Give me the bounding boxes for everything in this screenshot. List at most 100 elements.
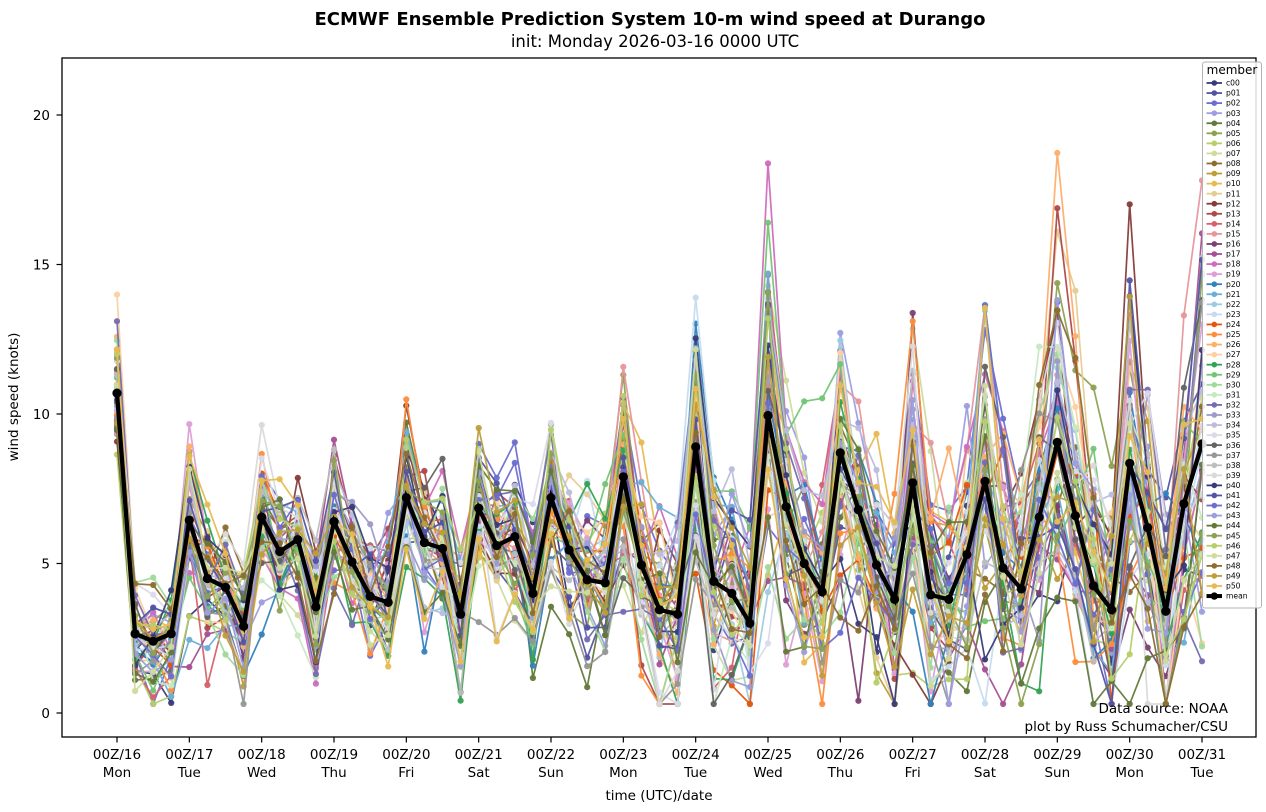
member-marker [1180, 312, 1187, 319]
member-marker [1108, 630, 1115, 637]
member-marker [150, 604, 157, 611]
member-marker [367, 616, 374, 623]
legend-marker-sample [1211, 553, 1218, 559]
member-marker [584, 684, 591, 691]
member-marker [403, 396, 410, 403]
legend-entry-p16: p16 [1206, 240, 1241, 249]
member-marker [1126, 420, 1133, 427]
member-marker [1072, 580, 1079, 587]
mean-marker [835, 448, 845, 458]
member-marker [909, 586, 916, 593]
member-marker [547, 426, 555, 433]
mean-marker [618, 472, 628, 482]
member-marker [439, 584, 446, 591]
member-marker [584, 540, 591, 547]
y-tick-label: 10 [33, 407, 50, 423]
member-marker [529, 610, 537, 617]
member-marker [150, 668, 157, 675]
member-marker [1054, 469, 1061, 476]
legend-marker-sample [1211, 130, 1218, 137]
member-marker [403, 468, 410, 475]
legend-entry-p31: p31 [1206, 390, 1241, 399]
mean-marker [202, 573, 212, 584]
member-marker [276, 496, 283, 503]
member-marker [1054, 387, 1061, 394]
member-marker [1036, 496, 1043, 503]
member-marker [258, 477, 265, 484]
member-marker [819, 700, 826, 708]
legend-entry-label: p44 [1226, 521, 1241, 530]
member-marker [674, 659, 681, 666]
member-marker [656, 570, 663, 577]
legend-entry-label: p34 [1226, 421, 1241, 430]
legend-entry-c00: c00 [1206, 79, 1240, 88]
legend-marker-sample [1211, 472, 1218, 479]
member-marker [547, 583, 555, 590]
x-tick-label-utc: 00Z/29 [1033, 747, 1081, 763]
member-marker [168, 656, 175, 663]
mean-marker [166, 629, 176, 639]
member-marker [1144, 489, 1151, 496]
legend-marker-sample [1211, 532, 1218, 539]
member-marker [186, 664, 193, 671]
member-marker [294, 555, 301, 562]
member-marker [963, 688, 971, 695]
member-marker [981, 363, 989, 370]
member-marker [764, 160, 772, 167]
legend-entry-p07: p07 [1206, 149, 1241, 158]
member-marker [963, 676, 971, 683]
member-marker [963, 644, 971, 651]
member-marker [511, 497, 518, 504]
member-marker [566, 631, 573, 638]
legend-entry-p27: p27 [1206, 350, 1241, 359]
member-marker [566, 500, 573, 507]
member-marker [801, 495, 808, 502]
member-marker [276, 592, 283, 600]
member-marker [1144, 598, 1151, 606]
member-marker [602, 515, 609, 522]
member-marker [493, 577, 500, 584]
member-marker [529, 638, 537, 645]
member-marker [150, 621, 157, 628]
member-marker [186, 636, 193, 643]
legend-marker-sample [1211, 301, 1218, 308]
member-marker [493, 521, 500, 529]
member-marker [457, 697, 464, 704]
legend-marker-sample [1211, 482, 1218, 489]
member-marker [1000, 503, 1007, 510]
member-marker [403, 545, 410, 553]
legend-entry-p12: p12 [1206, 199, 1241, 208]
mean-marker [1088, 581, 1099, 591]
member-marker [674, 681, 681, 688]
legend-marker-sample [1211, 371, 1218, 378]
member-marker [258, 599, 265, 606]
member-marker [493, 508, 500, 515]
member-marker [1072, 333, 1079, 340]
legend-marker-sample [1211, 361, 1218, 368]
member-marker [945, 700, 952, 708]
member-marker [963, 481, 971, 489]
member-marker [891, 519, 898, 526]
member-marker [728, 626, 735, 633]
member-marker [1018, 680, 1025, 687]
x-tick-label-day: Tue [177, 765, 201, 781]
member-marker [710, 635, 717, 642]
member-marker [1198, 658, 1206, 665]
member-marker [529, 501, 537, 508]
member-marker [150, 657, 157, 664]
member-marker [385, 543, 392, 550]
member-marker [168, 587, 175, 594]
legend-entry-p37: p37 [1206, 451, 1241, 460]
member-marker [584, 556, 591, 564]
member-marker [620, 416, 627, 423]
mean-marker [1016, 584, 1026, 594]
member-marker [1126, 651, 1133, 658]
legend-entry-p41: p41 [1206, 491, 1241, 500]
legend-entry-p39: p39 [1206, 471, 1241, 480]
mean-marker [926, 590, 936, 600]
member-marker [710, 626, 717, 634]
member-marker [945, 676, 952, 683]
legend-entry-p18: p18 [1206, 260, 1241, 269]
legend-entry-label: p29 [1226, 370, 1241, 379]
